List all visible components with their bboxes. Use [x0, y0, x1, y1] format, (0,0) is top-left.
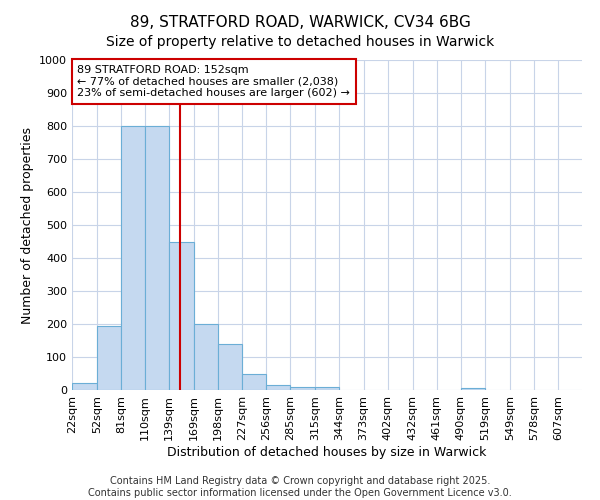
Bar — [461, 388, 485, 390]
X-axis label: Distribution of detached houses by size in Warwick: Distribution of detached houses by size … — [167, 446, 487, 458]
Bar — [242, 374, 266, 390]
Y-axis label: Number of detached properties: Number of detached properties — [20, 126, 34, 324]
Text: Size of property relative to detached houses in Warwick: Size of property relative to detached ho… — [106, 35, 494, 49]
Bar — [169, 242, 194, 390]
Bar — [290, 386, 316, 390]
Text: 89, STRATFORD ROAD, WARWICK, CV34 6BG: 89, STRATFORD ROAD, WARWICK, CV34 6BG — [130, 15, 470, 30]
Bar — [266, 385, 290, 390]
Bar — [145, 126, 169, 390]
Bar — [316, 386, 340, 390]
Bar — [121, 126, 145, 390]
Text: Contains HM Land Registry data © Crown copyright and database right 2025.
Contai: Contains HM Land Registry data © Crown c… — [88, 476, 512, 498]
Bar — [72, 384, 97, 390]
Bar — [97, 326, 121, 390]
Bar — [218, 344, 242, 390]
Text: 89 STRATFORD ROAD: 152sqm
← 77% of detached houses are smaller (2,038)
23% of se: 89 STRATFORD ROAD: 152sqm ← 77% of detac… — [77, 65, 350, 98]
Bar — [194, 324, 218, 390]
